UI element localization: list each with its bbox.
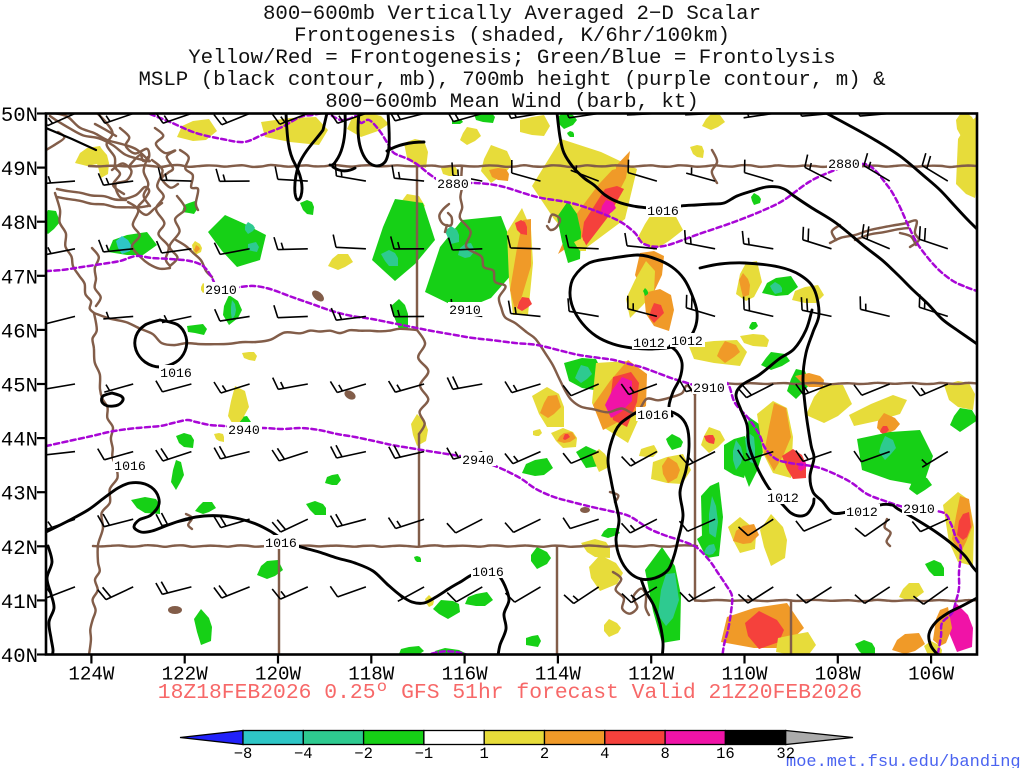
svg-text:2910: 2910: [449, 303, 481, 318]
svg-text:1012: 1012: [846, 505, 878, 520]
svg-text:112W: 112W: [628, 664, 675, 686]
svg-text:118W: 118W: [348, 664, 395, 686]
svg-text:4: 4: [600, 745, 609, 763]
svg-text:−2: −2: [354, 745, 373, 763]
svg-text:−1: −1: [415, 745, 434, 763]
svg-text:32: 32: [776, 745, 795, 763]
svg-text:8: 8: [660, 745, 669, 763]
svg-text:−8: −8: [234, 745, 253, 763]
svg-text:110W: 110W: [721, 664, 768, 686]
svg-text:2910: 2910: [205, 283, 237, 298]
svg-text:122W: 122W: [162, 664, 209, 686]
svg-text:124W: 124W: [68, 664, 115, 686]
svg-text:2910: 2910: [693, 381, 725, 396]
svg-text:43N: 43N: [1, 484, 38, 507]
svg-text:1012: 1012: [633, 336, 665, 351]
svg-text:800−600mb Vertically Averaged: 800−600mb Vertically Averaged 2−D Scalar: [263, 3, 761, 26]
svg-text:106W: 106W: [908, 664, 955, 686]
svg-text:49N: 49N: [1, 159, 38, 182]
svg-text:47N: 47N: [1, 267, 38, 290]
svg-text:50N: 50N: [1, 105, 38, 128]
svg-text:2880: 2880: [828, 157, 860, 172]
svg-text:1016: 1016: [472, 565, 504, 580]
svg-text:1016: 1016: [160, 366, 192, 381]
svg-text:40N: 40N: [1, 646, 38, 669]
svg-text:48N: 48N: [1, 213, 38, 236]
svg-text:42N: 42N: [1, 538, 38, 561]
svg-text:1: 1: [480, 745, 489, 763]
svg-text:1012: 1012: [767, 491, 799, 506]
svg-text:2940: 2940: [228, 423, 260, 438]
svg-text:2880: 2880: [437, 177, 469, 192]
svg-text:MSLP (black contour, mb), 700m: MSLP (black contour, mb), 700mb height (…: [138, 69, 885, 92]
svg-text:46N: 46N: [1, 321, 38, 344]
svg-text:Frontogenesis (shaded, K/6hr/1: Frontogenesis (shaded, K/6hr/100km): [294, 25, 730, 48]
svg-text:1012: 1012: [671, 334, 703, 349]
svg-text:2910: 2910: [903, 502, 935, 517]
svg-text:1016: 1016: [637, 408, 669, 423]
svg-text:116W: 116W: [442, 664, 489, 686]
svg-text:800−600mb Mean Wind (barb, kt): 800−600mb Mean Wind (barb, kt): [325, 91, 699, 114]
svg-text:41N: 41N: [1, 592, 38, 615]
svg-text:2: 2: [540, 745, 549, 763]
svg-text:108W: 108W: [815, 664, 862, 686]
svg-text:−4: −4: [294, 745, 313, 763]
svg-text:120W: 120W: [255, 664, 302, 686]
svg-text:moe.met.fsu.edu/banding: moe.met.fsu.edu/banding: [786, 753, 1021, 768]
svg-text:44N: 44N: [1, 430, 38, 453]
svg-text:18Z18FEB2026 0.25º GFS 51hr fo: 18Z18FEB2026 0.25º GFS 51hr forecast Val…: [158, 681, 862, 705]
svg-text:1016: 1016: [265, 536, 297, 551]
svg-text:1016: 1016: [114, 459, 146, 474]
svg-text:16: 16: [716, 745, 735, 763]
svg-text:45N: 45N: [1, 376, 38, 399]
svg-text:2940: 2940: [462, 453, 494, 468]
svg-text:Yellow/Red = Frontogenesis; G: Yellow/Red = Frontogenesis; Green/Blue =…: [188, 47, 836, 70]
svg-text:1016: 1016: [647, 204, 679, 219]
svg-text:114W: 114W: [535, 664, 582, 686]
